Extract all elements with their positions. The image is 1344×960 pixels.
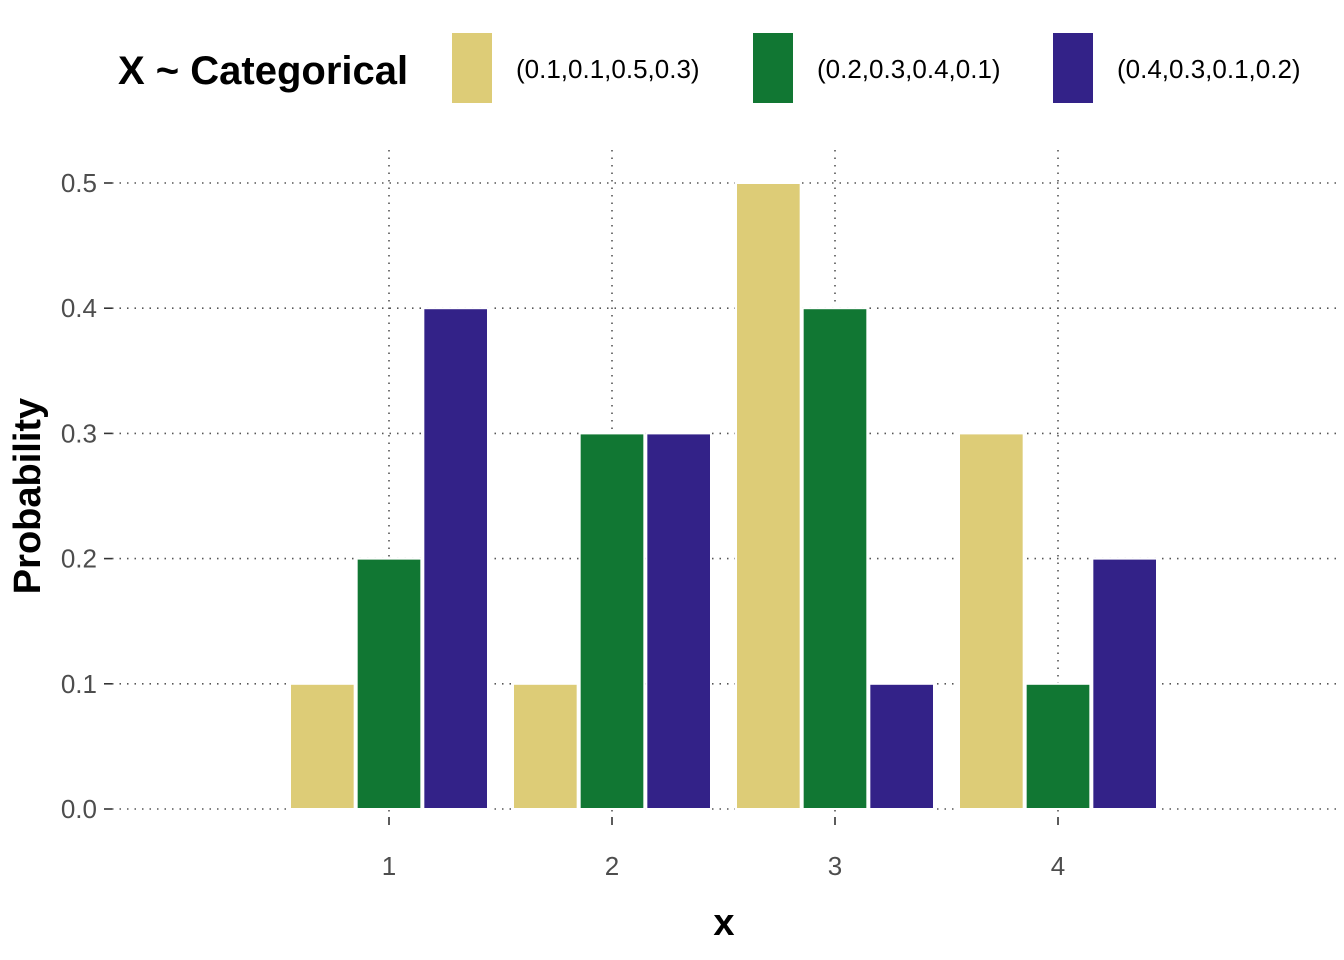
- bar-series-1-x-1: [289, 682, 356, 810]
- legend: X ~ Categorical (0.1,0.1,0.5,0.3) (0.2,0.…: [118, 33, 1301, 103]
- y-axis-title: Probability: [7, 398, 49, 594]
- y-tick-label: 0.5: [61, 168, 97, 198]
- y-tick-label: 0.2: [61, 544, 97, 574]
- legend-title: X ~ Categorical: [118, 49, 408, 93]
- bar-series-2-x-1: [355, 557, 423, 810]
- x-tick-label: 3: [828, 851, 842, 881]
- legend-label-2: (0.2,0.3,0.4,0.1): [817, 54, 1001, 84]
- y-tick-label: 0.4: [61, 293, 97, 323]
- x-axis-title: x: [713, 902, 734, 944]
- bar-series-1-x-3: [735, 182, 802, 810]
- legend-key-2: [753, 33, 793, 103]
- y-tick-label: 0.1: [61, 669, 97, 699]
- bar-series-2-x-4: [1024, 682, 1092, 810]
- legend-label-1: (0.1,0.1,0.5,0.3): [516, 54, 700, 84]
- bar-series-2-x-2: [578, 432, 646, 810]
- bar-series-3-x-2: [645, 432, 712, 810]
- legend-key-3: [1053, 33, 1093, 103]
- x-tick-label: 4: [1051, 851, 1065, 881]
- x-tick-label: 1: [382, 851, 396, 881]
- x-tick-label: 2: [605, 851, 619, 881]
- bar-series-1-x-4: [958, 432, 1025, 810]
- y-tick-label: 0.3: [61, 418, 97, 448]
- axes: 0.0 0.1 0.2 0.3 0.4 0.5 1 2 3 4: [61, 168, 1065, 881]
- bars: [289, 182, 1159, 810]
- bar-series-3-x-1: [422, 307, 490, 810]
- bar-series-3-x-3: [868, 682, 935, 810]
- legend-key-1: [452, 33, 492, 103]
- y-tick-label: 0.0: [61, 794, 97, 824]
- bar-series-1-x-2: [512, 682, 579, 810]
- legend-label-3: (0.4,0.3,0.1,0.2): [1117, 54, 1301, 84]
- bar-series-2-x-3: [801, 307, 869, 810]
- bar-series-3-x-4: [1091, 557, 1159, 810]
